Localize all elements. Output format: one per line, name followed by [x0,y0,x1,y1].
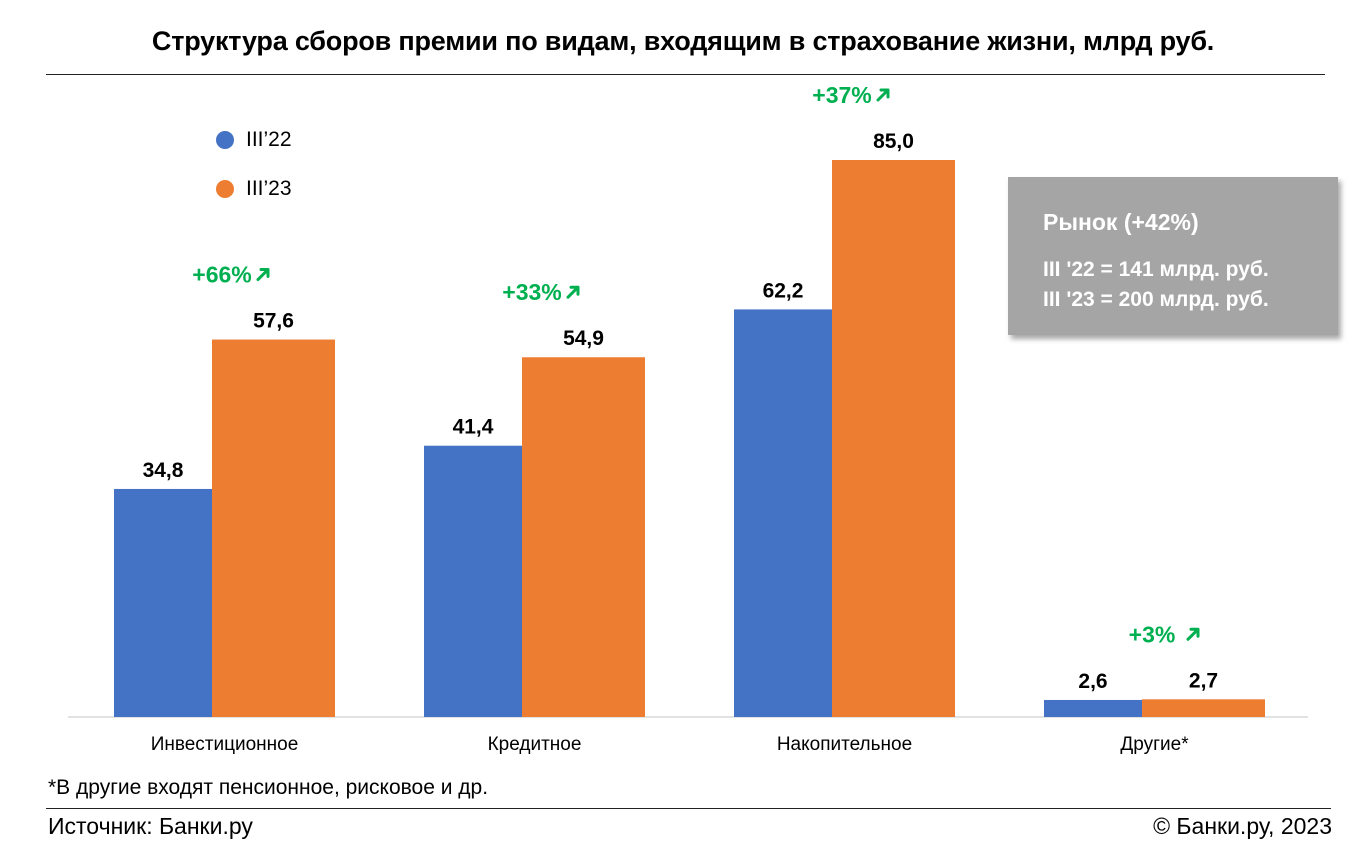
growth-label-2: +37% [812,82,871,108]
bar-2023-2 [832,160,955,717]
growth-arrow-icon-0 [256,268,270,282]
growth-label-3: +3% [1129,621,1176,647]
bar-2023-3 [1142,699,1265,717]
chart-title: Структура сборов премии по видам, входящ… [151,26,1215,56]
source-text: Источник: Банки.ру [48,813,253,839]
data-label-2022-0: 34,8 [143,459,184,482]
data-label-2023-0: 57,6 [253,310,294,333]
footnote: *В другие входят пенсионное, рисковое и … [48,776,489,799]
data-label-2022-3: 2,6 [1078,670,1107,693]
legend-item-2022: III’22 [216,128,292,152]
category-label-1: Кредитное [488,734,582,755]
category-label-2: Накопительное [777,734,912,755]
market-summary-box: Рынок (+42%) III '22 = 141 млрд. руб. II… [1008,177,1338,335]
data-label-2023-2: 85,0 [873,130,914,153]
market-title: Рынок (+42%) [1043,209,1199,235]
bar-2023-0 [212,339,335,717]
category-label-0: Инвестиционное [151,734,299,755]
footer-divider [46,808,1331,809]
growth-label-0: +66% [192,262,251,288]
growth-arrow-icon-1 [566,285,580,299]
data-label-2023-3: 2,7 [1189,669,1218,692]
bar-2022-1 [424,445,522,717]
data-label-2022-2: 62,2 [763,279,804,302]
legend-label-2022: III’22 [246,128,292,151]
growth-arrow-icon-2 [876,88,890,102]
bar-2022-2 [734,309,832,717]
growth-arrow-icon-3 [1186,627,1200,641]
growth-label-1: +33% [502,279,561,305]
bar-2022-0 [114,488,212,717]
market-2022-total: III '22 = 141 млрд. руб. [1043,258,1269,281]
legend-marker-2022 [216,131,234,149]
legend-marker-2023 [216,180,234,198]
legend-label-2023: III’23 [246,177,292,200]
legend-item-2023: III’23 [216,177,292,201]
data-label-2023-1: 54,9 [563,327,604,350]
title-divider [46,74,1325,75]
bar-2023-1 [522,357,645,717]
market-2023-total: III '23 = 200 млрд. руб. [1043,288,1269,311]
data-label-2022-1: 41,4 [453,416,494,439]
bar-2022-3 [1044,699,1142,717]
category-label-3: Другие* [1120,734,1189,755]
copyright-text: © Банки.ру, 2023 [1153,813,1332,839]
